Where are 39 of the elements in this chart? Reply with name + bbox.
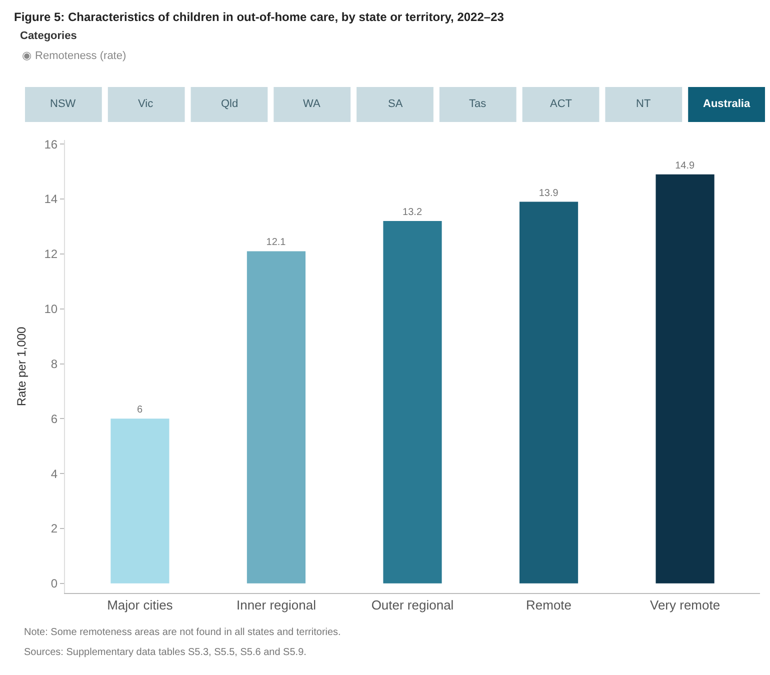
text: ◉ Remoteness (rate) <box>22 50 126 62</box>
y-tick-label: 10 <box>44 302 58 316</box>
x-tick-label: Very remote <box>650 598 720 613</box>
text: Tas <box>469 98 487 110</box>
chart-title: Figure 5: Characteristics of children in out-of-home care, by state or territory, 2022–23 <box>14 10 504 24</box>
bar <box>519 202 578 584</box>
text: NT <box>636 98 651 110</box>
data-label: 6 <box>136 404 143 416</box>
data-label: 13.2 <box>402 206 422 218</box>
bar <box>246 251 306 584</box>
bar <box>383 220 442 584</box>
y-tick-label: 16 <box>44 137 58 152</box>
text: Vic <box>138 98 154 110</box>
x-tick-label: Inner regional <box>236 598 316 613</box>
text: Australia <box>703 98 751 110</box>
data-label: 12.1 <box>266 237 286 248</box>
y-tick-label: 8 <box>50 356 58 371</box>
bar <box>110 418 170 584</box>
source-note: Sources: Supplementary data tables S5.3, S5.5, S5.6 and S5.9. <box>24 647 306 658</box>
text: SA <box>388 98 404 110</box>
bar <box>656 174 714 584</box>
x-tick-label: Outer regional <box>371 598 454 613</box>
y-tick-label: 12 <box>44 247 58 262</box>
y-tick-label: 4 <box>50 466 58 481</box>
y-tick-label: 2 <box>50 522 58 536</box>
y-tick-label: 14 <box>44 192 58 206</box>
y-axis-title: Rate per 1,000 <box>14 326 29 406</box>
x-tick-label: Major cities <box>107 598 174 613</box>
x-tick-label: Remote <box>526 598 572 613</box>
y-tick-label: 0 <box>50 576 58 591</box>
text: Note: Some remoteness areas are not found in all states and territories. <box>24 627 341 638</box>
chart-subtitle: Categories <box>20 30 77 42</box>
text: Qld <box>221 98 238 110</box>
text: WA <box>303 98 321 110</box>
text: ACT <box>550 98 572 110</box>
text: NSW <box>50 98 76 110</box>
data-label: 14.9 <box>675 160 695 172</box>
data-label: 13.9 <box>538 188 559 199</box>
y-tick-label: 6 <box>50 412 58 426</box>
